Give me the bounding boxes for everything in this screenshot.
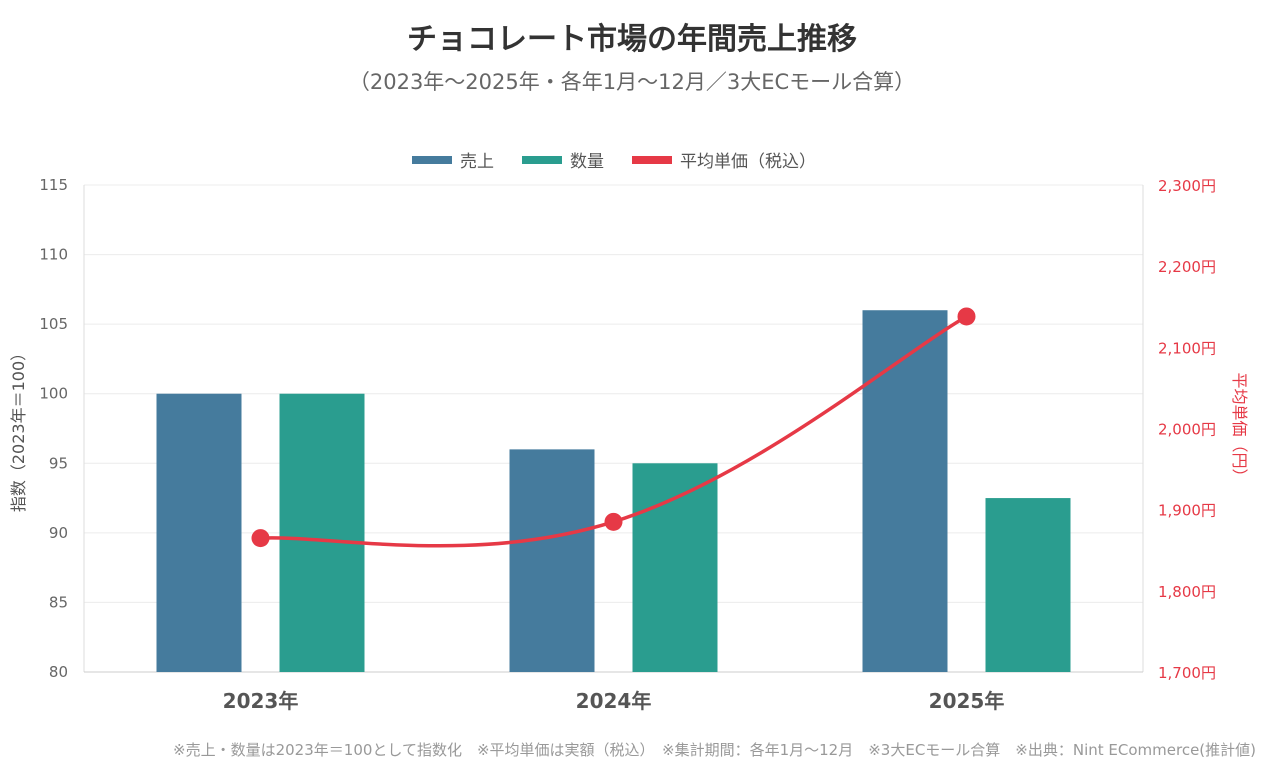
y-right-tick: 2,200円: [1158, 258, 1216, 276]
y-left-tick: 80: [49, 663, 68, 681]
x-tick-label: 2025年: [929, 689, 1005, 713]
y-left-label: 指数（2023年＝100）: [9, 345, 28, 512]
y-left-tick: 95: [49, 454, 68, 472]
y-right-tick: 2,000円: [1158, 421, 1216, 439]
point-price: [957, 307, 976, 326]
legend-label: 平均単価（税込）: [680, 152, 816, 172]
y-left-tick: 105: [39, 315, 68, 333]
legend-swatch: [522, 156, 562, 164]
bar-quantity: [632, 463, 718, 672]
y-right-tick: 2,100円: [1158, 339, 1216, 357]
y-right-label: 平均単価（円）: [1230, 372, 1249, 484]
footnote: ※売上・数量は2023年＝100として指数化 ※平均単価は実額（税込） ※集計期…: [173, 741, 1256, 759]
bar-sales: [156, 393, 242, 672]
x-tick-label: 2023年: [223, 689, 299, 713]
y-left-tick: 110: [39, 246, 68, 264]
y-left-tick: 115: [39, 176, 68, 194]
chart-title: チョコレート市場の年間売上推移: [407, 22, 857, 57]
point-price: [251, 529, 270, 548]
y-right-tick: 1,700円: [1158, 664, 1216, 682]
point-price: [604, 512, 623, 531]
x-tick-label: 2024年: [576, 689, 652, 713]
y-left-tick: 100: [39, 385, 68, 403]
bar-quantity: [279, 393, 365, 672]
bar-sales: [509, 449, 595, 672]
bar-sales: [862, 310, 948, 672]
line-price: [260, 314, 968, 548]
y-right-tick: 1,900円: [1158, 502, 1216, 520]
y-right-tick: 1,800円: [1158, 583, 1216, 601]
bar-quantity: [985, 498, 1071, 672]
chart-subtitle: （2023年〜2025年・各年1月〜12月／3大ECモール合算）: [348, 70, 916, 94]
legend-label: 売上: [460, 152, 494, 172]
y-left-tick: 90: [49, 524, 68, 542]
y-right-tick: 2,300円: [1158, 177, 1216, 195]
legend-swatch: [412, 156, 452, 164]
legend-swatch: [632, 156, 672, 164]
legend-label: 数量: [570, 152, 604, 172]
y-left-tick: 85: [49, 593, 68, 611]
